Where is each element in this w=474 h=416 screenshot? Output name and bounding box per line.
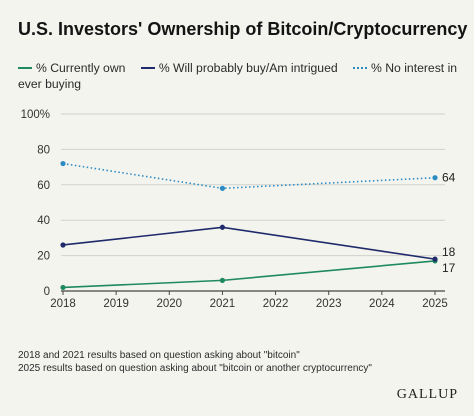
y-tick-label: 60 <box>37 180 50 192</box>
data-point <box>432 256 438 262</box>
x-tick-label: 2019 <box>103 298 129 310</box>
y-tick-label: 20 <box>37 251 50 263</box>
x-tick-label: 2025 <box>422 298 448 310</box>
data-point <box>60 284 66 291</box>
data-point <box>432 175 438 181</box>
x-tick-label: 2020 <box>156 298 182 310</box>
chart-legend: % Currently own % Will probably buy/Am i… <box>18 60 463 92</box>
chart-title: U.S. Investors' Ownership of Bitcoin/Cry… <box>18 19 468 39</box>
legend-swatch-currently-own <box>18 66 32 69</box>
footnote-2: 2025 results based on question asking ab… <box>18 363 372 374</box>
footnotes: 2018 and 2021 results based on question … <box>18 349 372 375</box>
data-point <box>219 224 226 230</box>
end-data-label: 18 <box>442 245 456 259</box>
legend-item-will-buy: % Will probably buy/Am intrigued <box>140 60 338 76</box>
series-line-0 <box>62 260 436 289</box>
legend-swatch-will-buy <box>140 66 155 69</box>
end-data-label: 17 <box>442 261 456 275</box>
y-tick-label: 80 <box>37 144 50 156</box>
legend-label-will-buy: % Will probably buy/Am intrigued <box>158 61 338 75</box>
data-point <box>60 160 66 167</box>
x-tick-label: 2024 <box>369 298 395 310</box>
x-tick-label: 2023 <box>316 298 342 310</box>
end-data-label: 64 <box>442 171 456 185</box>
y-tick-label: 40 <box>37 215 50 227</box>
legend-swatch-no-interest <box>353 66 368 69</box>
legend-label-no-interest: % No interest in ever buying <box>18 61 458 91</box>
data-point <box>60 242 66 248</box>
data-point <box>219 185 226 191</box>
x-tick-label: 2022 <box>263 298 289 310</box>
legend-item-no-interest: % No interest in ever buying <box>18 61 457 91</box>
legend-item-currently-own: % Currently own <box>18 60 125 76</box>
x-tick-label: 2021 <box>210 298 236 310</box>
series-line-1 <box>62 226 436 260</box>
footnote-1: 2018 and 2021 results based on question … <box>18 350 300 361</box>
gallup-logo: GALLUP <box>396 387 458 402</box>
y-tick-label: 100% <box>21 109 50 121</box>
data-point <box>219 277 226 283</box>
x-tick-label: 2018 <box>50 298 76 310</box>
legend-label-currently-own: % Currently own <box>36 61 126 75</box>
y-tick-label: 0 <box>44 286 50 298</box>
